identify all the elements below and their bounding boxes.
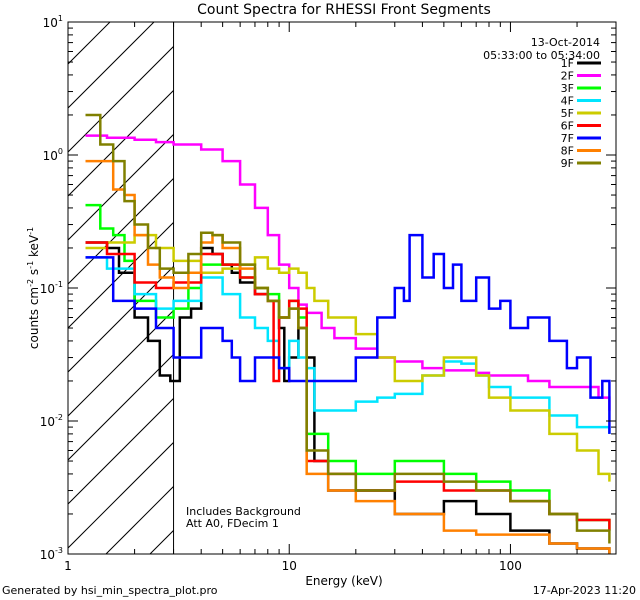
series-line-8F <box>85 159 611 554</box>
footer-timestamp: 17-Apr-2023 11:20 <box>533 584 636 597</box>
x-axis-label: Energy (keV) <box>305 574 382 588</box>
series-line-5F <box>85 233 611 482</box>
annotation-attenuator: Att A0, FDecim 1 <box>186 517 279 530</box>
legend-label-3F: 3F <box>561 82 574 95</box>
annotation-background: Includes Background <box>186 505 301 518</box>
legend-label-1F: 1F <box>561 57 574 70</box>
hatch-line <box>68 441 174 549</box>
y-tick-label: 10-1 <box>40 280 63 296</box>
legend-label-8F: 8F <box>561 145 574 158</box>
y-axis-label: counts cm-2 s-1 keV-1 <box>26 227 41 349</box>
x-tick-label: 100 <box>499 559 522 573</box>
series-line-6F <box>85 241 611 531</box>
series-line-7F <box>85 233 611 434</box>
legend-label-4F: 4F <box>561 95 574 108</box>
x-tick-labels: 1 10 100 <box>64 559 522 573</box>
x-tick-label: 10 <box>282 559 297 573</box>
legend-label-2F: 2F <box>561 70 574 83</box>
series-line-2F <box>85 134 611 411</box>
series-lines <box>85 113 611 554</box>
y-tick-label: 100 <box>43 147 63 163</box>
observation-date: 13-Oct-2014 <box>531 36 600 49</box>
y-tick-label: 10-2 <box>40 413 63 429</box>
hatched-excluded-region <box>0 22 174 554</box>
footer-generated-by: Generated by hsi_min_spectra_plot.pro <box>2 584 218 597</box>
observation-time-range: 05:33:00 to 05:34:00 <box>483 49 600 62</box>
legend-label-5F: 5F <box>561 107 574 120</box>
legend-label-6F: 6F <box>561 120 574 133</box>
y-tick-label: 10-3 <box>40 546 63 562</box>
hatch-line <box>68 89 174 197</box>
x-tick-label: 1 <box>64 559 72 573</box>
y-tick-label: 101 <box>43 14 63 30</box>
axis-ticks <box>67 22 617 555</box>
legend-label-7F: 7F <box>561 132 574 145</box>
series-line-3F <box>85 203 611 531</box>
hatch-line <box>0 22 22 554</box>
hatch-line <box>68 45 174 153</box>
legend-label-9F: 9F <box>561 157 574 170</box>
chart-title: Count Spectra for RHESSI Front Segments <box>197 2 491 18</box>
hatch-line <box>68 265 174 373</box>
y-tick-labels: 10-3 10-2 10-1 100 101 <box>40 14 63 562</box>
series-line-9F <box>85 113 611 544</box>
hatch-line <box>68 397 174 505</box>
hatch-line <box>68 221 174 329</box>
